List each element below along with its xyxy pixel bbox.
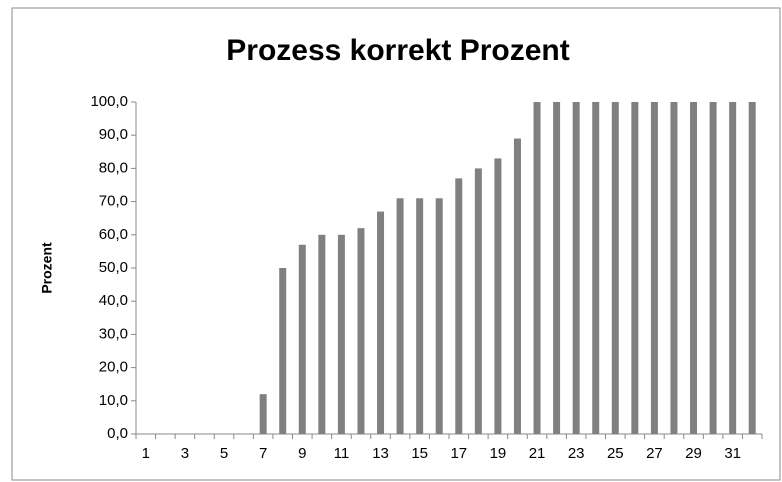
bar xyxy=(474,168,482,434)
bar xyxy=(729,102,737,434)
bar xyxy=(513,138,521,434)
bar xyxy=(259,394,267,434)
x-tick-label: 13 xyxy=(372,445,389,462)
y-tick-label: 20,0 xyxy=(99,359,128,376)
x-tick-label: 29 xyxy=(685,445,702,462)
bar xyxy=(592,102,600,434)
y-tick-label: 100,0 xyxy=(90,93,128,110)
y-tick-label: 60,0 xyxy=(99,226,128,243)
x-tick-label: 19 xyxy=(490,445,507,462)
bar xyxy=(553,102,561,434)
chart-frame xyxy=(11,7,781,481)
bar xyxy=(533,102,541,434)
x-tick-label: 11 xyxy=(334,445,350,462)
y-tick-label: 30,0 xyxy=(99,325,128,342)
x-tick-label: 9 xyxy=(298,445,306,462)
bar xyxy=(494,158,502,434)
x-tick-label: 27 xyxy=(646,445,663,462)
bar xyxy=(396,198,404,434)
bar xyxy=(611,102,619,434)
x-tick-label: 23 xyxy=(568,445,585,462)
y-tick-label: 10,0 xyxy=(99,392,128,409)
x-tick-label: 31 xyxy=(724,445,741,462)
bar xyxy=(650,102,658,434)
bar xyxy=(337,234,345,434)
bar xyxy=(377,211,385,434)
bar xyxy=(416,198,424,434)
y-tick-label: 90,0 xyxy=(99,126,128,143)
y-tick-label: 70,0 xyxy=(99,193,128,210)
bar xyxy=(748,102,756,434)
bar xyxy=(690,102,698,434)
y-axis-label: Prozent xyxy=(39,242,55,294)
x-tick-label: 17 xyxy=(450,445,467,462)
bar xyxy=(631,102,639,434)
bar xyxy=(709,102,717,434)
x-tick-label: 5 xyxy=(220,445,228,462)
x-tick-label: 25 xyxy=(607,445,624,462)
y-tick-label: 50,0 xyxy=(99,259,128,276)
bar xyxy=(279,268,287,434)
x-tick-label: 21 xyxy=(529,445,546,462)
y-tick-label: 80,0 xyxy=(99,159,128,176)
bar xyxy=(357,228,365,434)
bar xyxy=(670,102,678,434)
x-tick-label: 15 xyxy=(411,445,428,462)
chart-title: Prozess korrekt Prozent xyxy=(226,34,569,67)
bar xyxy=(572,102,580,434)
x-tick-label: 7 xyxy=(259,445,267,462)
y-tick-label: 40,0 xyxy=(99,292,128,309)
bar xyxy=(318,234,326,434)
y-tick-label: 0,0 xyxy=(107,425,128,442)
x-tick-label: 3 xyxy=(181,445,189,462)
bar xyxy=(298,244,306,434)
bar xyxy=(455,178,463,434)
bar xyxy=(435,198,443,434)
x-tick-label: 1 xyxy=(142,445,150,462)
